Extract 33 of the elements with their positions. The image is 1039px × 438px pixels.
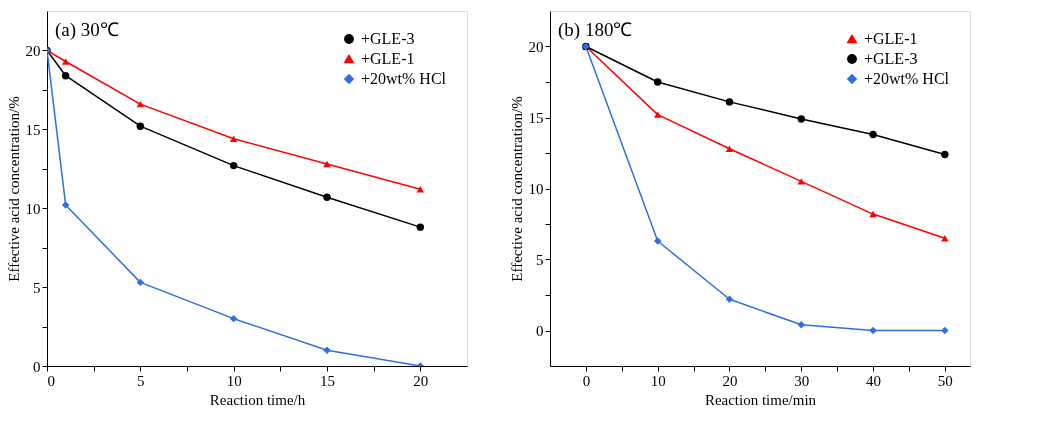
y-tick-label: 10 — [528, 181, 544, 197]
y-axis-title: Effective acid concentration/% — [5, 96, 22, 282]
legend-label: +20wt% HCl — [864, 70, 950, 87]
y-tick-label: 5 — [33, 279, 41, 296]
y-tick-label: 5 — [536, 252, 544, 268]
x-tick-label: 20 — [722, 372, 738, 389]
chart-title: (a) 30℃ — [55, 19, 119, 41]
legend-label: +GLE-1 — [361, 50, 415, 67]
y-tick-label: 10 — [25, 200, 41, 217]
y-tick-label: 15 — [528, 110, 544, 126]
y-tick-label: 15 — [25, 121, 41, 138]
y-tick-label: 0 — [536, 323, 544, 339]
y-axis-title: Effective acid concentration/% — [508, 96, 525, 282]
x-tick-label: 50 — [937, 372, 953, 389]
legend-label: +GLE-3 — [361, 30, 415, 47]
y-tick-label: 20 — [25, 42, 41, 59]
legend-label: +20wt% HCl — [361, 70, 447, 87]
x-tick-label: 10 — [226, 372, 242, 389]
x-tick-label: 20 — [413, 372, 429, 389]
legend-label: +GLE-3 — [864, 50, 918, 67]
y-tick-label: 20 — [528, 39, 544, 55]
x-tick-label: 5 — [137, 372, 145, 389]
y-tick-label: 0 — [33, 358, 41, 375]
x-tick-label: 15 — [320, 372, 335, 389]
x-tick-label: 40 — [866, 372, 882, 389]
x-tick-label: 30 — [794, 372, 810, 389]
x-axis-title: Reaction time/min — [704, 391, 817, 408]
chart-title: (b) 180℃ — [558, 19, 633, 41]
x-tick-label: 0 — [47, 372, 55, 389]
x-axis-title: Reaction time/h — [209, 391, 306, 408]
legend-label: +GLE-1 — [864, 30, 918, 47]
x-tick-label: 0 — [582, 372, 591, 389]
x-tick-label: 10 — [650, 372, 666, 389]
